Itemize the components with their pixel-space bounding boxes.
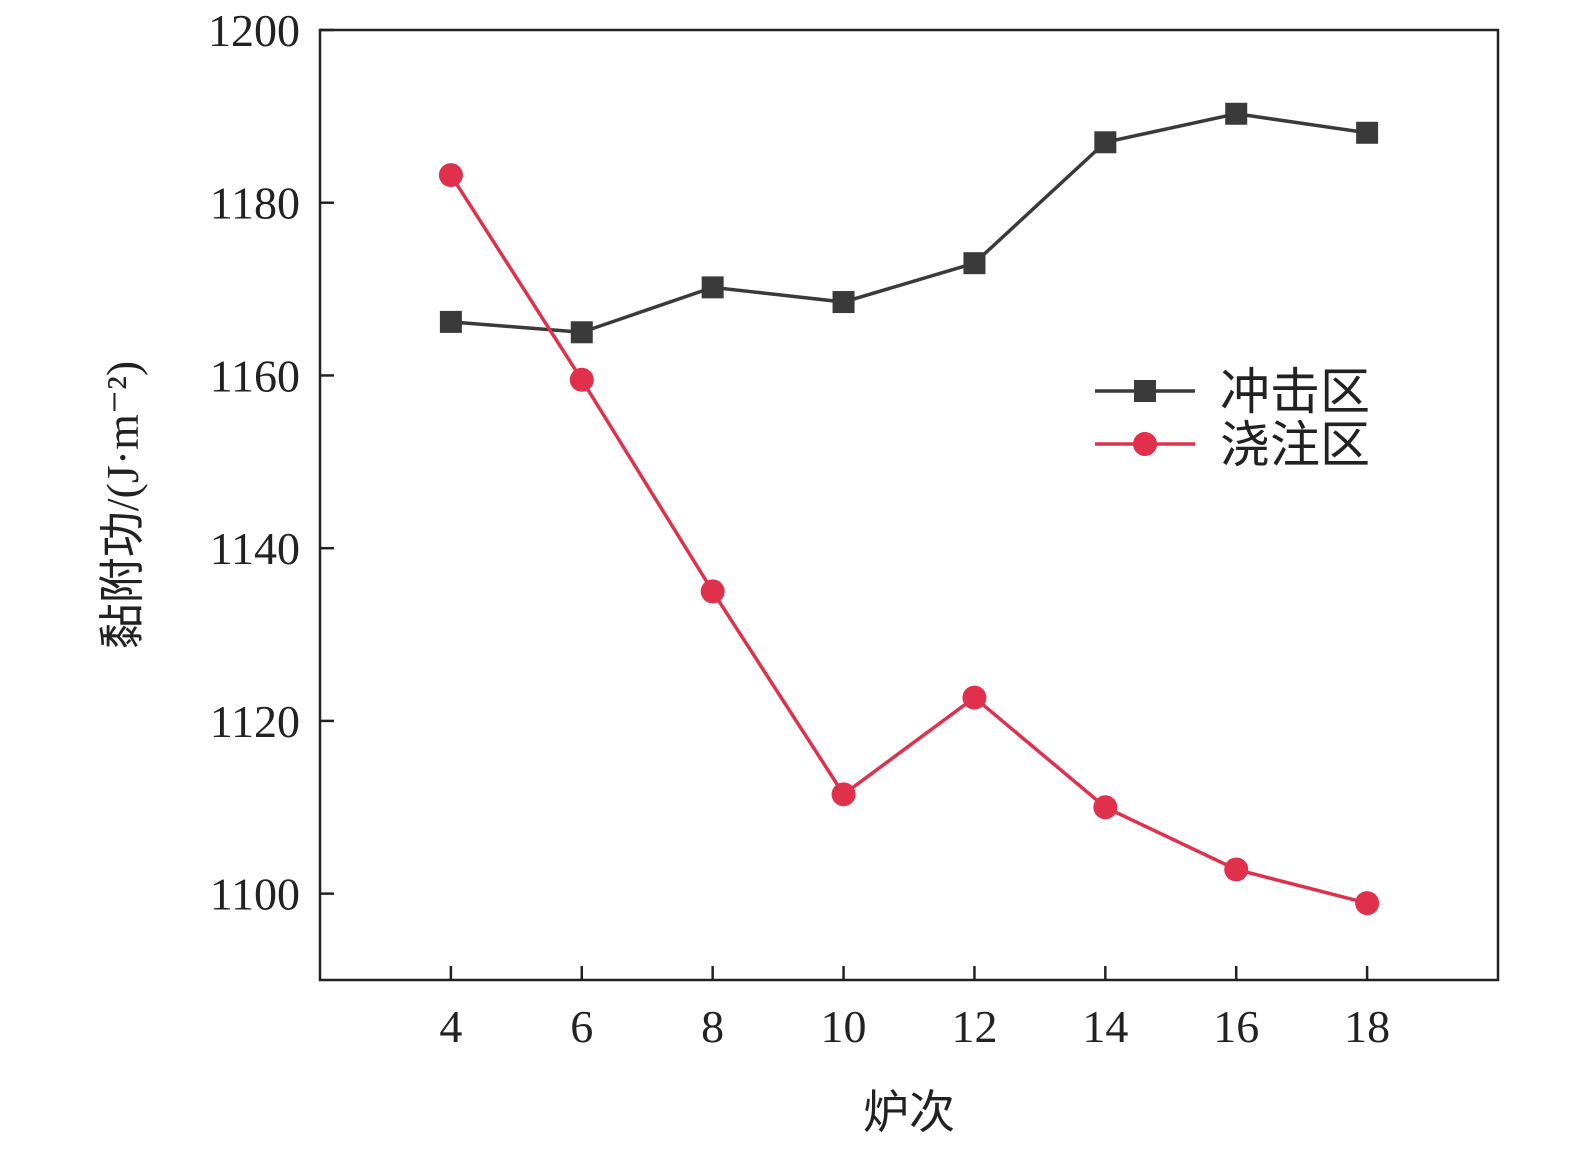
series-1-point bbox=[701, 276, 724, 299]
y-tick-label: 1140 bbox=[210, 523, 300, 574]
y-tick-label: 1100 bbox=[210, 869, 300, 920]
legend-marker-2 bbox=[1133, 432, 1157, 456]
series-2-point bbox=[438, 163, 463, 188]
series-1-point bbox=[1356, 121, 1379, 144]
x-tick-label: 12 bbox=[951, 1001, 997, 1052]
x-tick-label: 8 bbox=[701, 1001, 724, 1052]
series-2-point bbox=[1355, 891, 1380, 916]
y-tick-label: 1160 bbox=[210, 350, 300, 401]
x-tick-label: 10 bbox=[821, 1001, 867, 1052]
legend-label-1: 冲击区 bbox=[1220, 364, 1370, 420]
x-axis-title: 炉次 bbox=[863, 1087, 955, 1138]
series-1-point bbox=[1225, 102, 1248, 125]
y-tick-label: 1120 bbox=[210, 696, 300, 747]
x-tick-label: 4 bbox=[439, 1001, 462, 1052]
legend-marker-1 bbox=[1134, 380, 1156, 402]
y-axis-title: 黏附功/(J·m⁻²) bbox=[97, 361, 148, 650]
series-line-2 bbox=[449, 174, 1368, 905]
series-line-1 bbox=[450, 111, 1368, 335]
legend-label-2: 浇注区 bbox=[1220, 417, 1370, 473]
series-2-point bbox=[569, 367, 594, 392]
y-tick-label: 1180 bbox=[210, 178, 300, 229]
series-1-point bbox=[963, 252, 986, 275]
series-1-point bbox=[832, 291, 855, 314]
series-2-point bbox=[831, 782, 856, 807]
series-2-point bbox=[1224, 857, 1249, 882]
x-tick-label: 18 bbox=[1344, 1001, 1390, 1052]
plot-frame bbox=[318, 28, 1500, 982]
x-tick-label: 16 bbox=[1213, 1001, 1259, 1052]
series-1-point bbox=[439, 310, 462, 333]
series-2-point bbox=[1093, 795, 1118, 820]
series-1-point bbox=[1094, 131, 1117, 154]
x-tick-label: 6 bbox=[570, 1001, 593, 1052]
series-1-point bbox=[570, 321, 593, 344]
x-tick-label: 14 bbox=[1082, 1001, 1128, 1052]
y-tick-label: 1200 bbox=[208, 5, 300, 56]
series-2-point bbox=[962, 685, 987, 710]
series-2-point bbox=[700, 579, 725, 604]
